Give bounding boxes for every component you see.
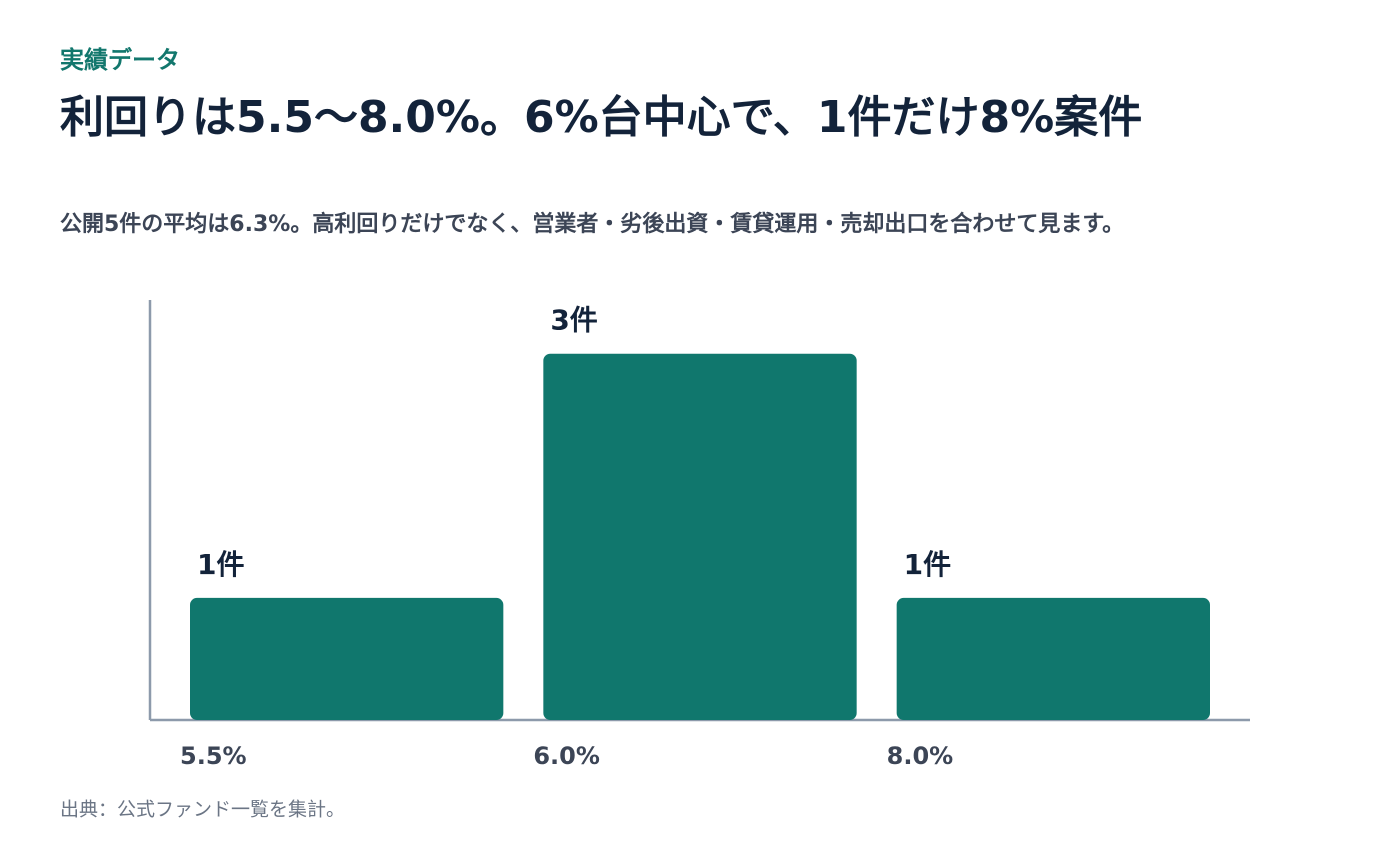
x-tick-label: 8.0% [887,742,954,770]
subtitle: 公開5件の平均は6.3%。高利回りだけでなく、営業者・劣後出資・賃貸運用・売却出… [60,211,1124,237]
chart-title: 利回りは5.5〜8.0%。6%台中心で、1件だけ8%案件 [60,92,1142,143]
x-tick-label: 6.0% [533,742,600,770]
x-tick-label: 5.5% [180,742,247,770]
source: 出典：公式ファンド一覧を集計。 [60,799,345,821]
value-label: 1件 [904,548,951,581]
bar [190,597,504,720]
value-label: 3件 [550,304,597,337]
value-label: 1件 [197,548,244,581]
bar [543,353,857,720]
bar [896,597,1210,720]
kicker: 実績データ [60,46,180,74]
